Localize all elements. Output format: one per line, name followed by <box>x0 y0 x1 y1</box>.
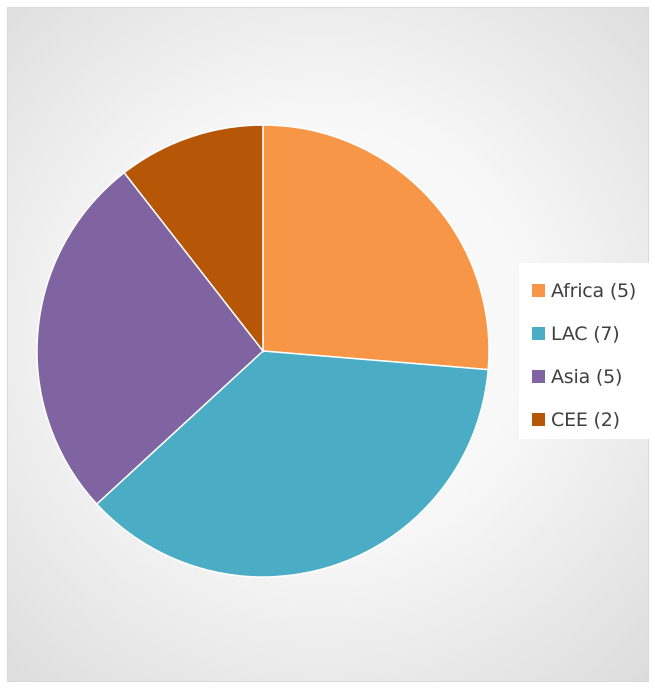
legend-item-africa: Africa (5) <box>532 269 650 312</box>
legend-label-africa: Africa (5) <box>551 279 637 302</box>
pie-slice-asia <box>36 171 265 506</box>
legend-label-asia: Asia (5) <box>551 365 623 388</box>
legend: Africa (5) LAC (7) Asia (5) CEE (2) <box>519 263 650 439</box>
legend-swatch-cee <box>532 413 545 426</box>
pie-slice-cee <box>123 124 264 354</box>
pie-slices <box>36 124 490 578</box>
legend-item-asia: Asia (5) <box>532 355 650 398</box>
legend-item-cee: CEE (2) <box>532 398 650 441</box>
legend-item-lac: LAC (7) <box>532 312 650 355</box>
legend-label-lac: LAC (7) <box>551 322 620 345</box>
legend-swatch-africa <box>532 284 545 297</box>
pie-slice-africa <box>262 124 490 371</box>
pie-slice-lac <box>95 350 490 578</box>
legend-swatch-asia <box>532 370 545 383</box>
legend-label-cee: CEE (2) <box>551 408 620 431</box>
legend-swatch-lac <box>532 327 545 340</box>
